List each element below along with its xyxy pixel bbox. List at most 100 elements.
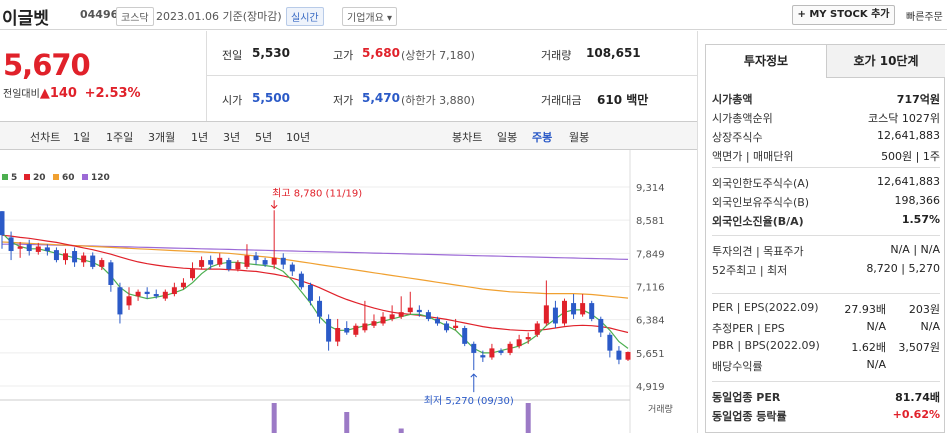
- candle-body: [534, 323, 540, 335]
- tab-1y[interactable]: 1년: [191, 131, 209, 144]
- candle-body: [244, 255, 250, 267]
- info-key: 동일업종 PER: [712, 391, 781, 404]
- y-tick-label: 7,116: [636, 283, 665, 294]
- low-label: 저가: [333, 94, 354, 107]
- candle-body: [525, 337, 531, 340]
- y-tick-label: 4,919: [636, 382, 665, 393]
- candle-body: [35, 246, 41, 252]
- candle-body: [380, 316, 386, 324]
- info-value: 12,641,883: [877, 129, 940, 142]
- info-key: 시가총액: [712, 93, 753, 106]
- info-key: 추정PER | EPS: [712, 322, 785, 335]
- info-key: PBR | BPS(2022.09): [712, 339, 820, 352]
- info-value: 717억원: [896, 93, 940, 106]
- info-value: 8,720 | 5,270: [866, 262, 940, 275]
- info-value: 198,366: [894, 194, 941, 207]
- candle-body: [489, 348, 495, 358]
- candle-body: [144, 291, 150, 295]
- add-my-stock-button[interactable]: + MY STOCK 추가: [792, 5, 895, 25]
- candle-body: [616, 350, 622, 360]
- y-tick-label: 6,384: [636, 316, 665, 327]
- moving-average-line: [1, 241, 629, 299]
- info-key: PER | EPS(2022.09): [712, 301, 819, 314]
- candle-body: [180, 282, 186, 288]
- candle-body: [462, 327, 468, 344]
- high-annotation: 최고 8,780 (11/19): [272, 187, 362, 199]
- tab-3m[interactable]: 3개월: [148, 131, 176, 144]
- up-arrow-icon: ▲: [39, 86, 50, 101]
- tab-10y[interactable]: 10년: [286, 131, 311, 144]
- candle-body: [444, 323, 450, 331]
- open-label: 시가: [222, 94, 243, 107]
- candle-body: [317, 300, 323, 317]
- candle-body: [498, 350, 504, 353]
- candle-body: [307, 284, 313, 301]
- candle-body: [126, 296, 132, 306]
- candle-body: [598, 318, 604, 333]
- candle-body: [99, 260, 105, 267]
- candle-body: [208, 260, 214, 265]
- tab-1d[interactable]: 1일: [73, 131, 91, 144]
- candle-body: [81, 255, 87, 263]
- volume-bar: [344, 412, 350, 433]
- candle-body: [217, 257, 223, 265]
- realtime-button[interactable]: 실시간: [286, 7, 324, 26]
- candle-body: [289, 264, 295, 272]
- ma-legend-swatch: [2, 174, 8, 180]
- candle-body: [561, 300, 567, 324]
- open-price: 5,500: [252, 91, 290, 105]
- info-row: PER | EPS(2022.09) 27.93배 203원: [712, 299, 940, 318]
- candlestick-chart[interactable]: 9,314 8,581 7,849 7,116 6,384 5,651 4,919 5 20 60…: [0, 150, 697, 433]
- candle-chart-label: 봉차트: [452, 131, 483, 144]
- candle-body: [543, 305, 549, 324]
- tab-1w[interactable]: 1주일: [106, 131, 134, 144]
- line-chart-label: 선차트: [30, 131, 61, 144]
- info-value: 3,507원: [898, 341, 940, 354]
- info-row: 액면가 | 매매단위 500원 | 1주: [712, 146, 940, 165]
- info-value: 12,641,883: [877, 175, 940, 188]
- candle-body: [108, 262, 114, 285]
- info-row: 배당수익률 N/A: [712, 356, 940, 375]
- low-annotation: 최저 5,270 (09/30): [424, 395, 514, 407]
- current-price: 5,670: [3, 48, 91, 82]
- info-value: 81.74배: [895, 391, 940, 404]
- amount-label: 거래대금: [541, 94, 582, 107]
- change-value: 140: [49, 86, 77, 101]
- info-value: 27.93배: [844, 303, 886, 316]
- moving-average-line: [1, 232, 629, 354]
- candle-body: [298, 273, 304, 288]
- info-key: 외국인한도주식수(A): [712, 177, 810, 190]
- company-overview-dropdown[interactable]: 기업개요 ▾: [342, 7, 398, 26]
- y-tick-label: 9,314: [636, 183, 665, 194]
- moving-average-line: [2, 243, 629, 260]
- candle-body: [153, 294, 159, 297]
- candle-body: [480, 355, 486, 358]
- info-row: 추정PER | EPS N/A N/A: [712, 318, 940, 337]
- candle-body: [507, 343, 513, 353]
- info-key: 동일업종 등락률: [712, 410, 787, 423]
- candle-body: [453, 325, 459, 328]
- candle-body: [353, 325, 359, 335]
- tab-5y[interactable]: 5년: [255, 131, 273, 144]
- info-value: N/A | N/A: [890, 243, 940, 256]
- candle-body: [425, 312, 431, 319]
- invest-info-panel: 투자정보 호가 10단계 시가총액 717억원 시가총액순위 코스닥 1027위 상장주…: [705, 44, 945, 433]
- info-row: 동일업종 등락률 +0.62%: [712, 406, 940, 425]
- info-key: 배당수익률: [712, 360, 763, 373]
- info-value: 1.62배: [851, 341, 886, 354]
- tab-monthly[interactable]: 월봉: [569, 131, 590, 144]
- tab-hoga[interactable]: 호가 10단계: [826, 45, 945, 78]
- fast-order-link[interactable]: 빠른주문: [906, 12, 943, 23]
- upper-limit: (상한가 7,180): [401, 49, 475, 62]
- candle-body: [90, 255, 96, 267]
- candle-body: [571, 303, 577, 315]
- ma-legend-label: 20: [33, 173, 46, 183]
- tab-weekly[interactable]: 주봉: [532, 131, 553, 144]
- tab-3y[interactable]: 3년: [223, 131, 241, 144]
- candle-body: [471, 343, 477, 353]
- prev-close: 5,530: [252, 46, 290, 60]
- info-row: 동일업종 PER 81.74배: [712, 387, 940, 406]
- candle-body: [117, 287, 123, 315]
- tab-daily[interactable]: 일봉: [497, 131, 518, 144]
- tab-invest-info[interactable]: 투자정보: [706, 45, 826, 78]
